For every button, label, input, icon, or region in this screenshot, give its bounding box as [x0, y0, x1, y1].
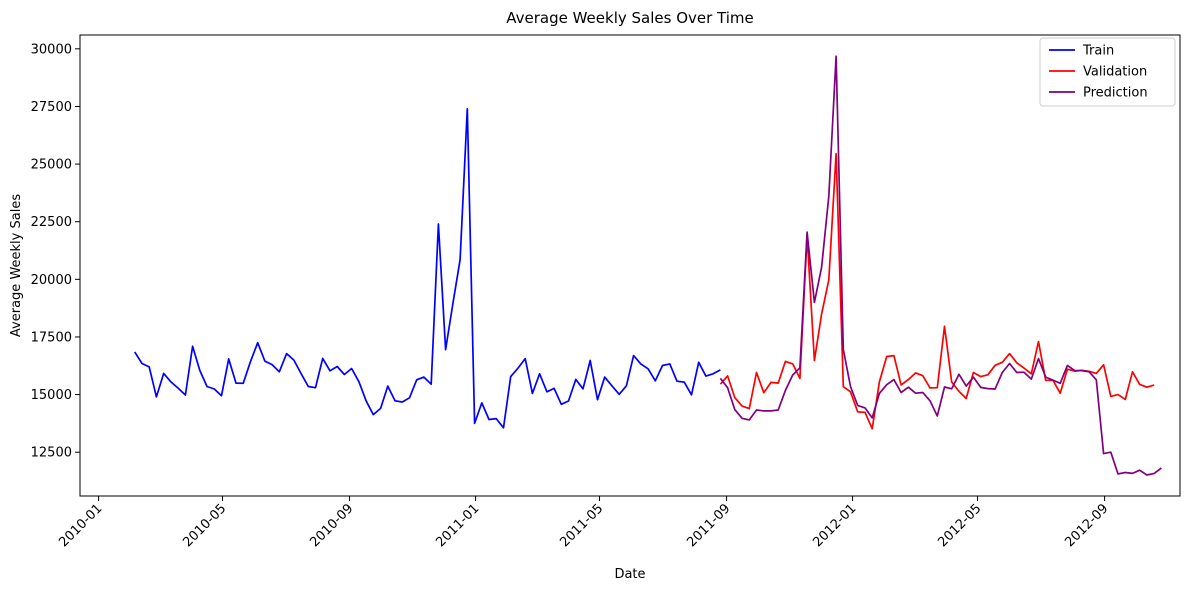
legend-label-validation: Validation — [1083, 65, 1147, 80]
y-axis-title: Average Weekly Sales — [9, 194, 24, 337]
y-tick-label: 17500 — [31, 330, 72, 345]
x-axis-title: Date — [614, 567, 645, 582]
y-tick-label: 12500 — [31, 446, 72, 461]
chart-title: Average Weekly Sales Over Time — [506, 9, 754, 27]
legend: Train Validation Prediction — [1039, 37, 1176, 107]
y-tick-label: 20000 — [31, 273, 72, 288]
legend-label-train: Train — [1082, 44, 1114, 59]
y-tick-label: 22500 — [31, 215, 72, 230]
series-lines — [133, 55, 1162, 476]
y-tick-label: 27500 — [31, 100, 72, 115]
legend-box — [1039, 37, 1176, 107]
plot-frame — [79, 34, 1181, 497]
legend-label-prediction: Prediction — [1083, 86, 1148, 101]
y-tick-label: 15000 — [31, 388, 72, 403]
y-tick-label: 30000 — [31, 42, 72, 57]
series-line-prediction — [719, 55, 1162, 476]
series-line-train — [133, 107, 721, 429]
y-tick-label: 25000 — [31, 158, 72, 173]
